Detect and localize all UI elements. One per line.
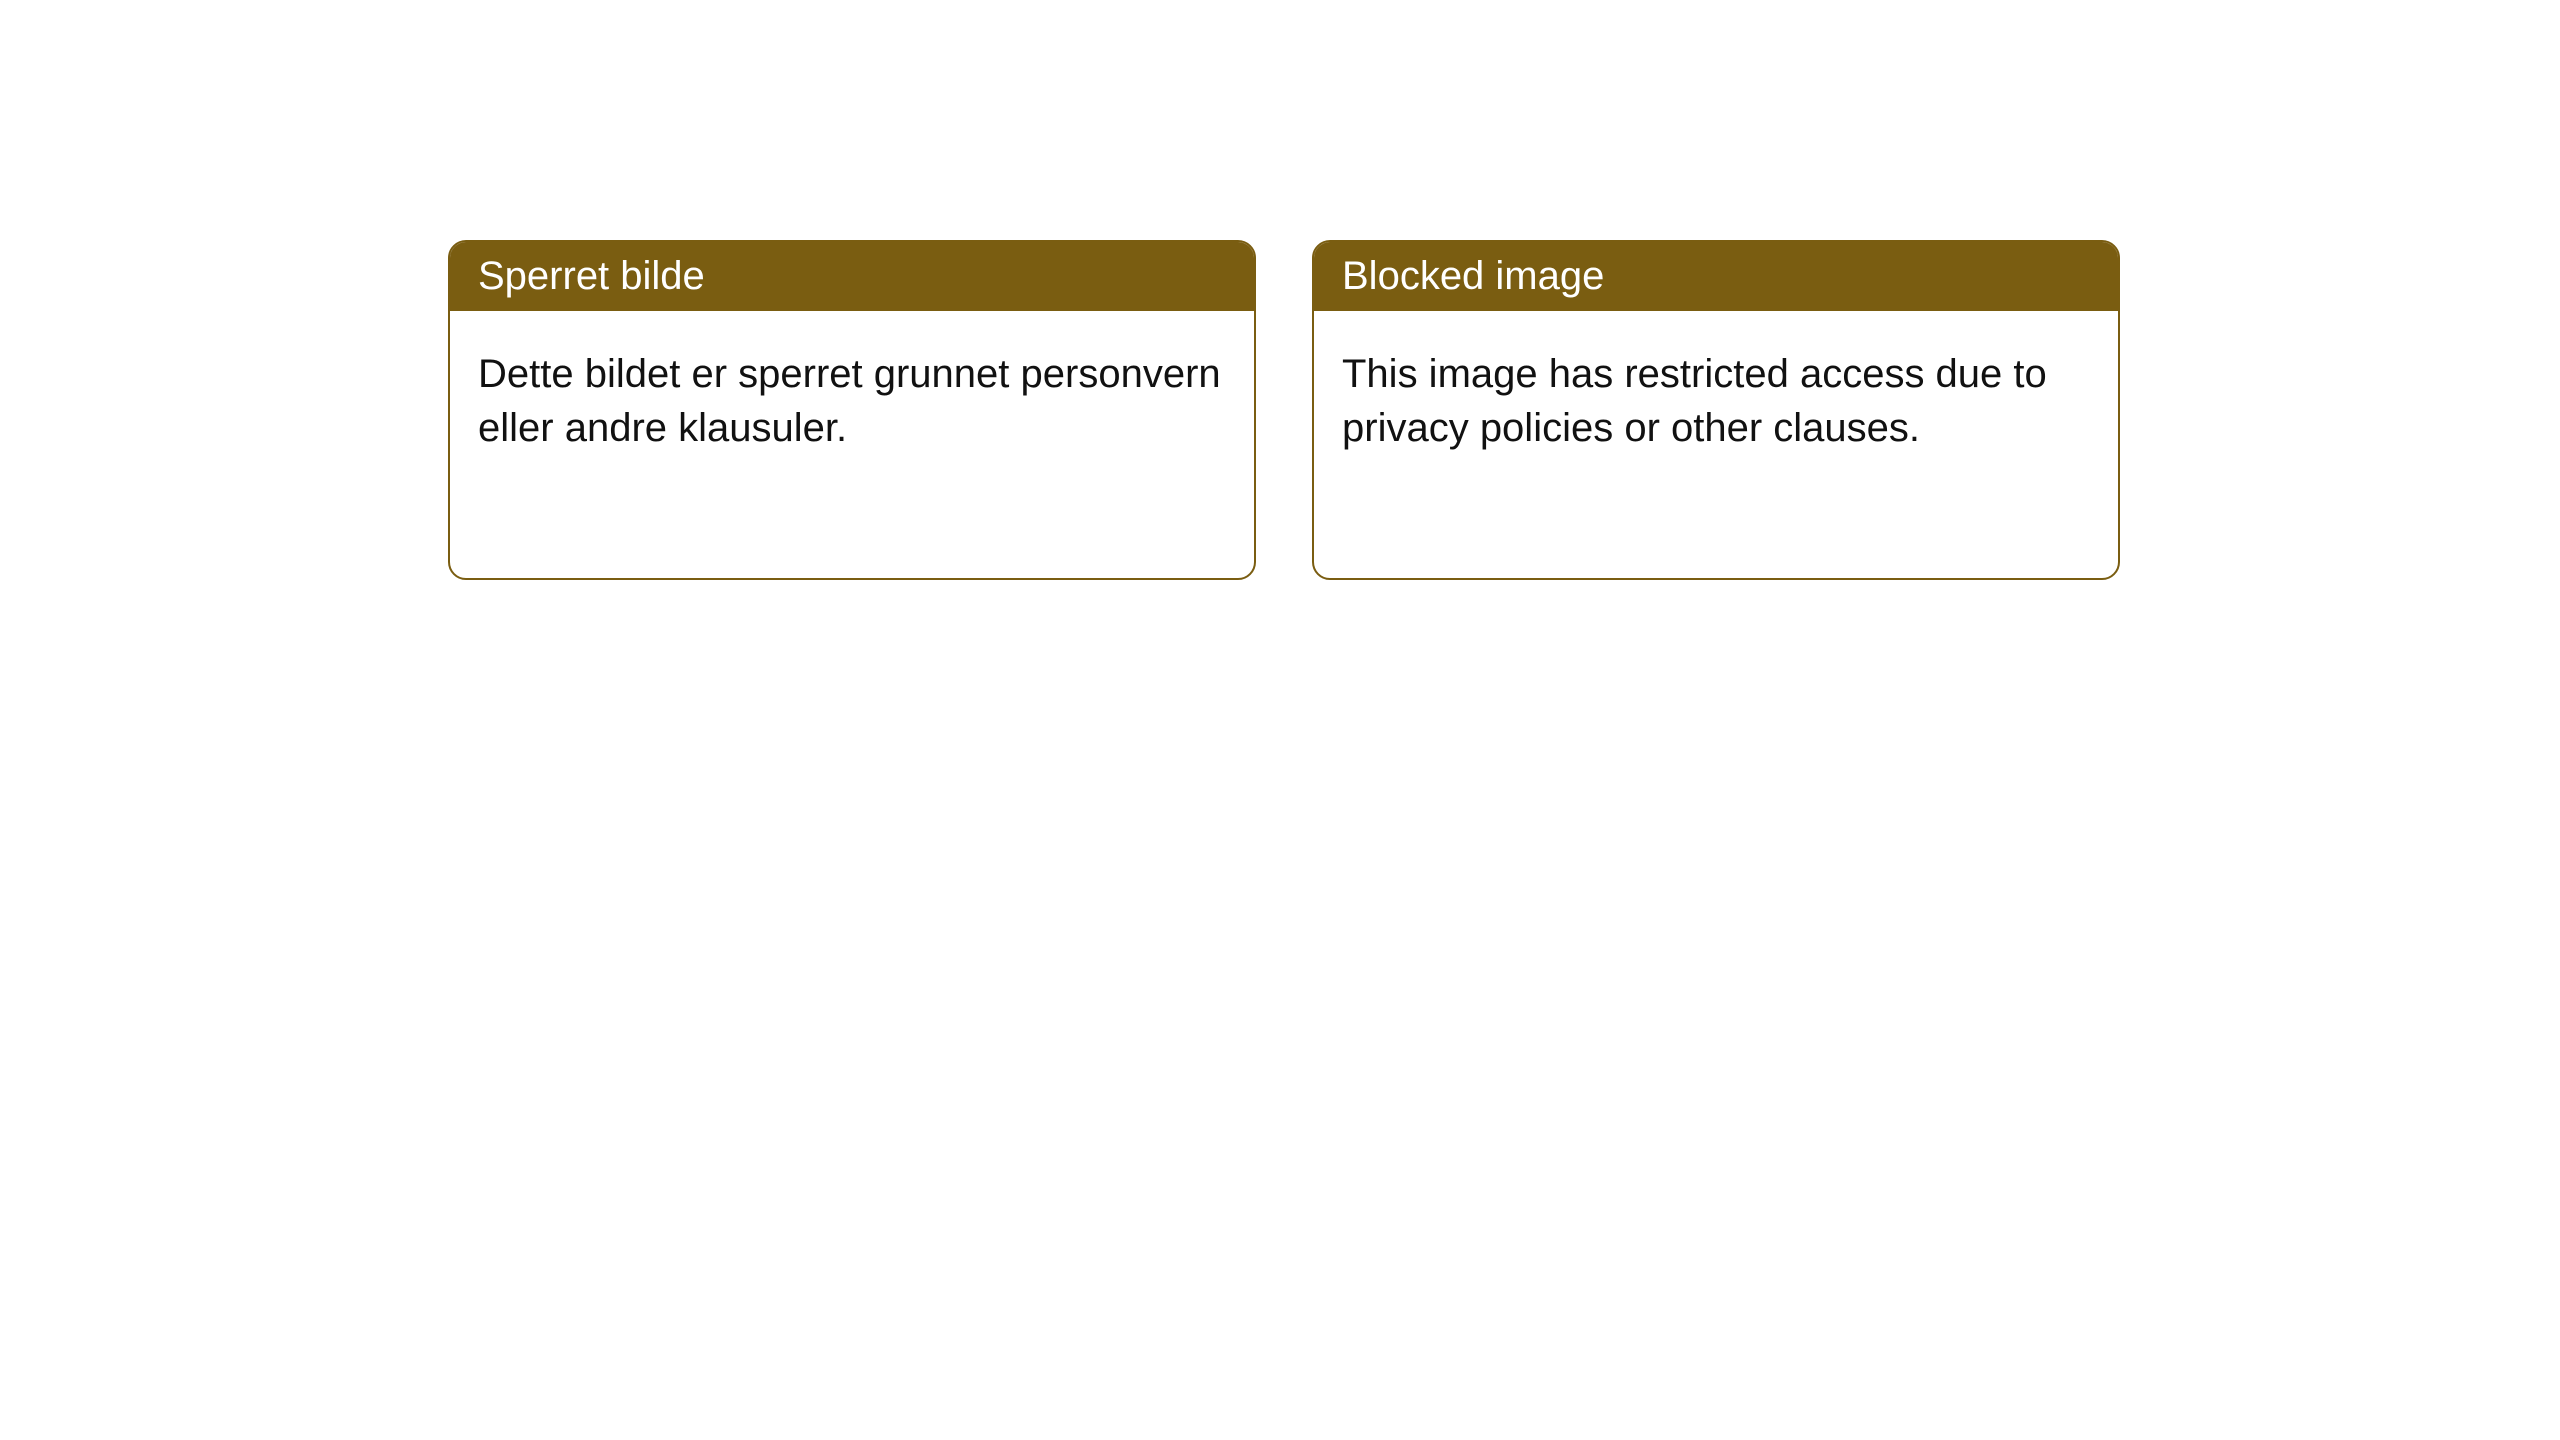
card-title: Blocked image bbox=[1342, 254, 1604, 298]
card-body: This image has restricted access due to … bbox=[1314, 311, 2118, 491]
notice-card-english: Blocked image This image has restricted … bbox=[1312, 240, 2120, 580]
card-header: Blocked image bbox=[1314, 242, 2118, 311]
card-header: Sperret bilde bbox=[450, 242, 1254, 311]
card-title: Sperret bilde bbox=[478, 254, 705, 298]
notice-card-norwegian: Sperret bilde Dette bildet er sperret gr… bbox=[448, 240, 1256, 580]
notice-container: Sperret bilde Dette bildet er sperret gr… bbox=[448, 240, 2120, 580]
card-body-text: Dette bildet er sperret grunnet personve… bbox=[478, 352, 1221, 450]
card-body-text: This image has restricted access due to … bbox=[1342, 352, 2047, 450]
card-body: Dette bildet er sperret grunnet personve… bbox=[450, 311, 1254, 491]
